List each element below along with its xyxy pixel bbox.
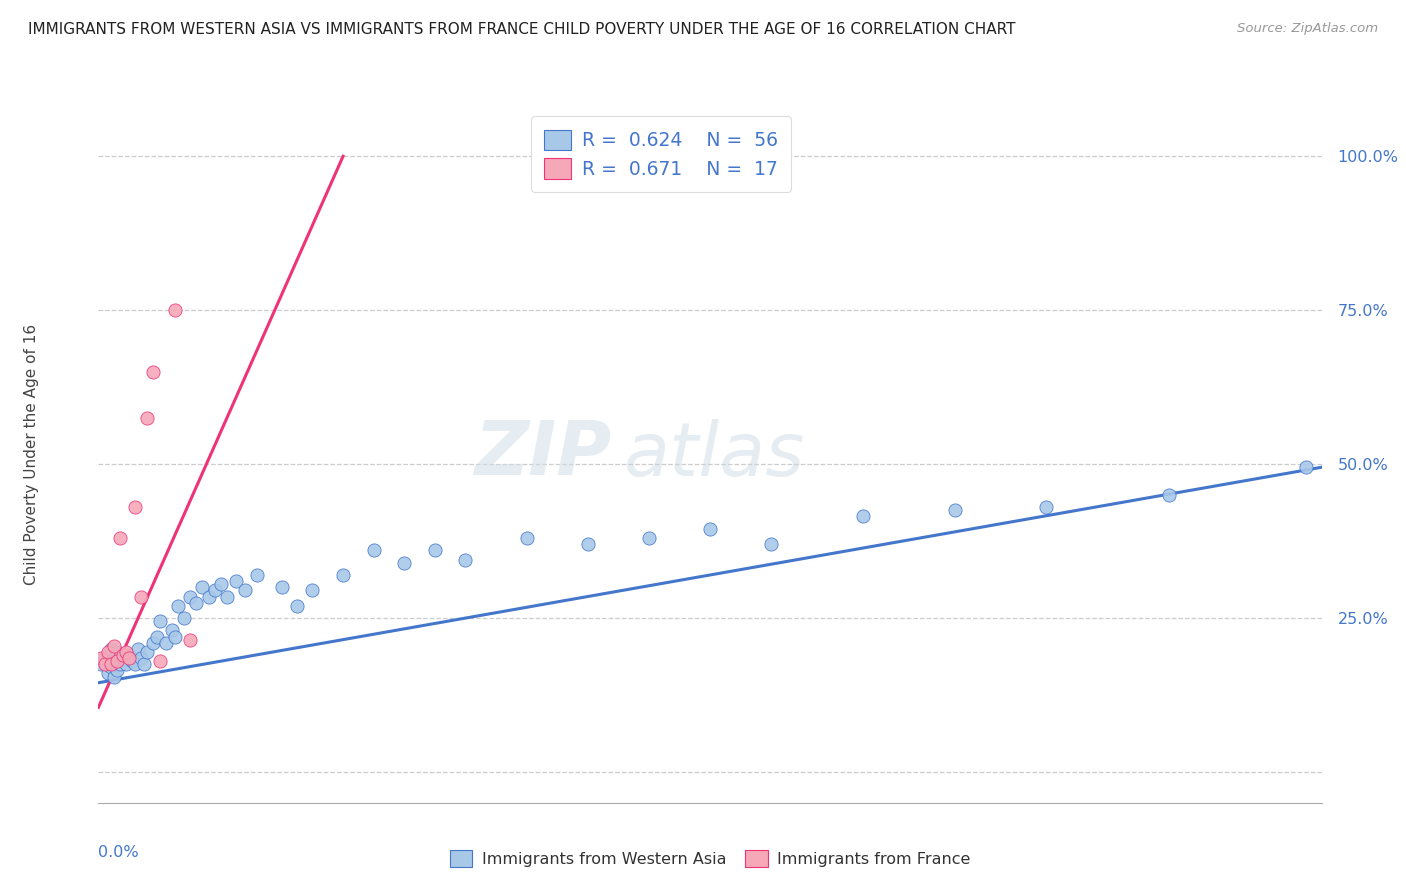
Point	[270, 580, 292, 594]
Point	[145, 630, 167, 644]
Point	[100, 660, 122, 674]
Point	[186, 596, 208, 610]
Point	[129, 651, 152, 665]
Point	[155, 636, 177, 650]
Text: atlas: atlas	[624, 419, 806, 491]
Point	[90, 657, 112, 672]
Point	[285, 599, 308, 613]
Point	[215, 590, 238, 604]
Point	[111, 648, 134, 662]
Point	[160, 624, 183, 638]
Point	[516, 531, 538, 545]
Point	[179, 590, 201, 604]
Point	[127, 641, 149, 656]
Point	[204, 583, 226, 598]
Point	[105, 645, 128, 659]
Point	[136, 411, 159, 425]
Point	[233, 583, 256, 598]
Point	[209, 577, 232, 591]
Point	[90, 651, 112, 665]
Point	[852, 509, 875, 524]
Point	[332, 568, 354, 582]
Point	[1157, 488, 1180, 502]
Point	[163, 303, 186, 318]
Point	[142, 636, 165, 650]
Point	[246, 568, 269, 582]
Point	[637, 531, 661, 545]
Point	[129, 590, 152, 604]
Point	[363, 543, 385, 558]
Point	[115, 657, 138, 672]
Point	[108, 531, 131, 545]
Point	[118, 648, 141, 662]
Text: IMMIGRANTS FROM WESTERN ASIA VS IMMIGRANTS FROM FRANCE CHILD POVERTY UNDER THE A: IMMIGRANTS FROM WESTERN ASIA VS IMMIGRAN…	[28, 22, 1015, 37]
Point	[121, 654, 143, 668]
Point	[124, 500, 146, 515]
Point	[136, 645, 159, 659]
Point	[97, 645, 120, 659]
Point	[124, 657, 146, 672]
Point	[454, 552, 477, 566]
Point	[100, 641, 122, 656]
Point	[105, 654, 128, 668]
Point	[149, 614, 172, 628]
Point	[179, 632, 201, 647]
Point	[699, 522, 721, 536]
Point	[759, 537, 782, 551]
Point	[108, 657, 131, 672]
Point	[392, 556, 416, 570]
Point	[197, 590, 219, 604]
Point	[423, 543, 446, 558]
Text: ZIP: ZIP	[475, 418, 612, 491]
Text: 0.0%: 0.0%	[98, 845, 139, 860]
Point	[134, 657, 156, 672]
Text: Child Poverty Under the Age of 16: Child Poverty Under the Age of 16	[24, 325, 38, 585]
Point	[103, 654, 125, 668]
Point	[191, 580, 214, 594]
Point	[301, 583, 323, 598]
Point	[142, 365, 165, 379]
Point	[149, 654, 172, 668]
Point	[118, 651, 141, 665]
Point	[167, 599, 190, 613]
Point	[576, 537, 599, 551]
Point	[100, 657, 122, 672]
Point	[163, 630, 186, 644]
Point	[93, 657, 115, 672]
Point	[173, 611, 195, 625]
Point	[115, 645, 138, 659]
Text: Source: ZipAtlas.com: Source: ZipAtlas.com	[1237, 22, 1378, 36]
Point	[97, 648, 120, 662]
Point	[97, 666, 120, 681]
Point	[111, 651, 134, 665]
Point	[103, 639, 125, 653]
Point	[103, 669, 125, 683]
Legend: Immigrants from Western Asia, Immigrants from France: Immigrants from Western Asia, Immigrants…	[441, 842, 979, 875]
Point	[1295, 460, 1317, 475]
Point	[225, 574, 247, 589]
Point	[943, 503, 966, 517]
Point	[105, 664, 128, 678]
Point	[1035, 500, 1057, 515]
Point	[93, 651, 115, 665]
